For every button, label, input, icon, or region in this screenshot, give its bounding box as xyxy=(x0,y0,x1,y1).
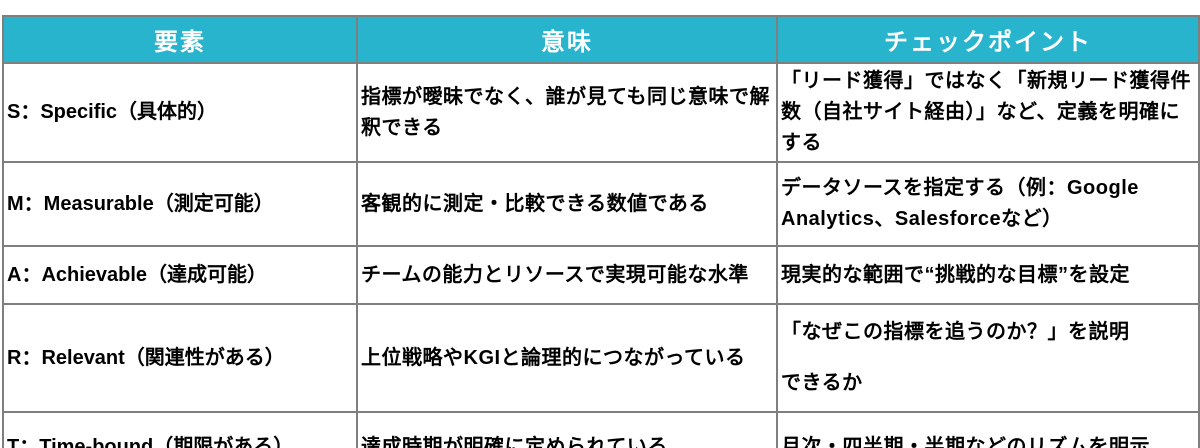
column-header-element: 要素 xyxy=(2,15,358,64)
table-row: A：Achievable（達成可能） チームの能力とリソースで実現可能な水準 現… xyxy=(2,245,1200,305)
checkpoint-cell: 月次・四半期・半期などのリズムを明示 xyxy=(776,411,1200,448)
column-header-checkpoint: チェックポイント xyxy=(776,15,1200,64)
checkpoint-cell: 現実的な範囲で“挑戦的な目標”を設定 xyxy=(776,245,1200,305)
table-row: T：Time-bound（期限がある） 達成時期が明確に定められている 月次・四… xyxy=(2,411,1200,448)
element-cell: M：Measurable（測定可能） xyxy=(2,161,358,247)
element-cell: S：Specific（具体的） xyxy=(2,62,358,163)
meaning-cell: 達成時期が明確に定められている xyxy=(356,411,778,448)
meaning-cell: 客観的に測定・比較できる数値である xyxy=(356,161,778,247)
table-row: R：Relevant（関連性がある） 上位戦略やKGIと論理的につながっている … xyxy=(2,303,1200,413)
table-header-row: 要素 意味 チェックポイント xyxy=(2,15,1200,64)
checkpoint-cell: 「なぜこの指標を追うのか？」を説明 できるか xyxy=(776,303,1200,413)
meaning-cell: 指標が曖昧でなく、誰が見ても同じ意味で解釈できる xyxy=(356,62,778,163)
checkpoint-cell: 「リード獲得」ではなく「新規リード獲得件数（自社サイト経由）」など、定義を明確に… xyxy=(776,62,1200,163)
smart-criteria-table: 要素 意味 チェックポイント S：Specific（具体的） 指標が曖昧でなく、… xyxy=(2,15,1200,448)
table-row: M：Measurable（測定可能） 客観的に測定・比較できる数値である データ… xyxy=(2,161,1200,247)
checkpoint-cell: データソースを指定する（例：Google Analytics、Salesforc… xyxy=(776,161,1200,247)
element-cell: A：Achievable（達成可能） xyxy=(2,245,358,305)
column-header-meaning: 意味 xyxy=(356,15,778,64)
element-cell: R：Relevant（関連性がある） xyxy=(2,303,358,413)
meaning-cell: チームの能力とリソースで実現可能な水準 xyxy=(356,245,778,305)
table-body: S：Specific（具体的） 指標が曖昧でなく、誰が見ても同じ意味で解釈できる… xyxy=(2,62,1200,448)
element-cell: T：Time-bound（期限がある） xyxy=(2,411,358,448)
meaning-cell: 上位戦略やKGIと論理的につながっている xyxy=(356,303,778,413)
table-row: S：Specific（具体的） 指標が曖昧でなく、誰が見ても同じ意味で解釈できる… xyxy=(2,62,1200,163)
